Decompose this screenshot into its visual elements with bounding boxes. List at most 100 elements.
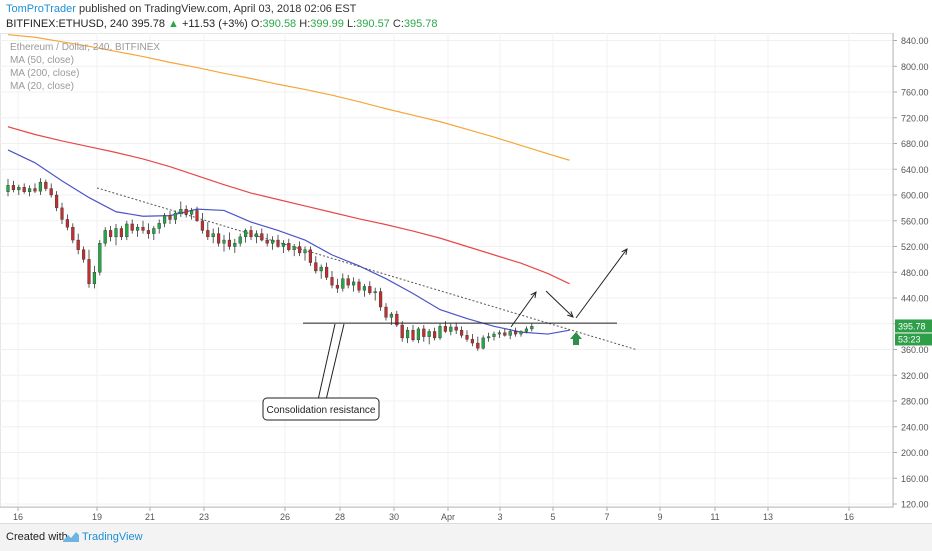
candle-body bbox=[227, 239, 231, 247]
candles-layer bbox=[6, 178, 534, 351]
candle-body bbox=[325, 266, 329, 278]
candle-body bbox=[249, 230, 253, 238]
candle-body bbox=[341, 278, 345, 289]
open-value: 390.58 bbox=[262, 18, 297, 30]
price-tick-label: 320.00 bbox=[901, 371, 929, 381]
countdown-tag bbox=[895, 333, 932, 346]
projection-arrow-breakout bbox=[575, 248, 628, 319]
candle-body bbox=[130, 223, 134, 231]
footer-bar: Created with TradingView bbox=[0, 523, 932, 551]
candle-body bbox=[314, 262, 318, 272]
candle-body bbox=[119, 228, 123, 238]
tradingview-logo-icon bbox=[63, 532, 79, 542]
author-link[interactable]: TomProTrader bbox=[6, 3, 76, 15]
publish-line: TomProTrader published on TradingView.co… bbox=[6, 3, 356, 15]
current-price-tag bbox=[895, 319, 932, 333]
candle-body bbox=[368, 286, 372, 294]
candle-body bbox=[308, 249, 312, 263]
legend-ma50: MA (50, close) bbox=[10, 55, 74, 66]
candle-body bbox=[98, 243, 102, 273]
candle-body bbox=[71, 226, 75, 241]
candle-body bbox=[65, 219, 69, 228]
legend-title: Ethereum / Dollar, 240, BITFINEX bbox=[10, 42, 161, 53]
ohlc-line: BITFINEX:ETHUSD, 240 395.78 ▲ +11.53 (+3… bbox=[6, 18, 438, 30]
callout-pointer bbox=[325, 323, 345, 401]
candle-body bbox=[146, 230, 150, 234]
price-change: +11.53 (+3%) bbox=[182, 18, 248, 30]
date-tick-label: 21 bbox=[145, 512, 155, 522]
projection-arrow-up bbox=[510, 291, 537, 328]
candle-body bbox=[211, 233, 215, 238]
candle-body bbox=[330, 277, 334, 286]
candle-body bbox=[276, 239, 280, 247]
candle-body bbox=[524, 328, 528, 332]
candle-body bbox=[243, 230, 248, 238]
candle-body bbox=[395, 313, 399, 326]
candle-body bbox=[60, 207, 64, 220]
candle-body bbox=[519, 331, 523, 335]
candle-body bbox=[206, 230, 210, 238]
axes-layer: 840.00 800.00 760.00 720.00 680.00 640.00 600.… bbox=[0, 33, 932, 522]
candle-body bbox=[352, 281, 356, 286]
date-tick-label: 5 bbox=[550, 512, 555, 522]
buy-arrow-icon bbox=[570, 332, 582, 345]
candle-body bbox=[11, 185, 15, 191]
close-value: 395.78 bbox=[403, 18, 438, 30]
date-tick-label: 13 bbox=[763, 512, 773, 522]
candle-body bbox=[427, 331, 431, 337]
price-tick-label: 440.00 bbox=[901, 294, 929, 304]
candle-body bbox=[33, 188, 37, 192]
price-tick-label: 200.00 bbox=[901, 448, 929, 458]
candle-body bbox=[114, 228, 118, 238]
chart-frame bbox=[0, 33, 894, 508]
candle-body bbox=[189, 210, 194, 215]
price-tick-label: 480.00 bbox=[901, 268, 929, 278]
candle-body bbox=[481, 337, 485, 349]
candle-body bbox=[200, 220, 204, 231]
candle-body bbox=[346, 278, 350, 286]
arrow-head-icon bbox=[567, 311, 574, 318]
ma50-line bbox=[7, 126, 570, 285]
price-chart[interactable]: Consolidation resistance 840.00800.00760… bbox=[0, 0, 932, 523]
candle-body bbox=[438, 326, 442, 339]
candle-body bbox=[508, 331, 512, 336]
candle-body bbox=[254, 233, 258, 238]
annotation-label: Consolidation resistance bbox=[267, 405, 376, 416]
candle-body bbox=[303, 249, 307, 254]
legend-ma20: MA (20, close) bbox=[10, 81, 74, 92]
candle-body bbox=[443, 326, 447, 332]
price-tick-label: 160.00 bbox=[901, 474, 929, 484]
price-tick-label: 360.00 bbox=[901, 345, 929, 355]
candle-body bbox=[292, 246, 296, 250]
low-label: L: bbox=[346, 18, 357, 30]
price-tick-label: 240.00 bbox=[901, 422, 929, 432]
price-tick-label: 720.00 bbox=[901, 113, 929, 123]
candle-body bbox=[492, 333, 496, 337]
candle-body bbox=[157, 223, 161, 229]
candle-body bbox=[173, 212, 177, 220]
date-tick-label: 16 bbox=[13, 512, 23, 522]
candle-body bbox=[168, 215, 172, 220]
candle-body bbox=[503, 332, 507, 336]
arrow-head-icon bbox=[530, 291, 537, 298]
tradingview-link[interactable]: TradingView bbox=[82, 531, 143, 543]
close-label: C: bbox=[392, 18, 404, 30]
drawings-layer: Consolidation resistance bbox=[262, 248, 628, 421]
candle-body bbox=[433, 331, 437, 339]
candle-body bbox=[55, 194, 59, 209]
candle-body bbox=[497, 332, 501, 335]
candle-body bbox=[389, 313, 393, 318]
candle-body bbox=[38, 181, 42, 192]
candle-body bbox=[260, 233, 264, 241]
candle-body bbox=[17, 187, 21, 191]
price-tick-label: 680.00 bbox=[901, 139, 929, 149]
candle-body bbox=[44, 181, 48, 189]
date-tick-label: Apr bbox=[441, 512, 455, 522]
chart-grid bbox=[0, 33, 894, 508]
ma20-layer bbox=[7, 149, 570, 335]
price-tick-label: 560.00 bbox=[901, 216, 929, 226]
candle-body bbox=[411, 329, 415, 341]
candle-body bbox=[379, 291, 383, 308]
callout-pointer bbox=[317, 323, 336, 401]
symbol-label: BITFINEX:ETHUSD, 240 bbox=[6, 18, 129, 30]
